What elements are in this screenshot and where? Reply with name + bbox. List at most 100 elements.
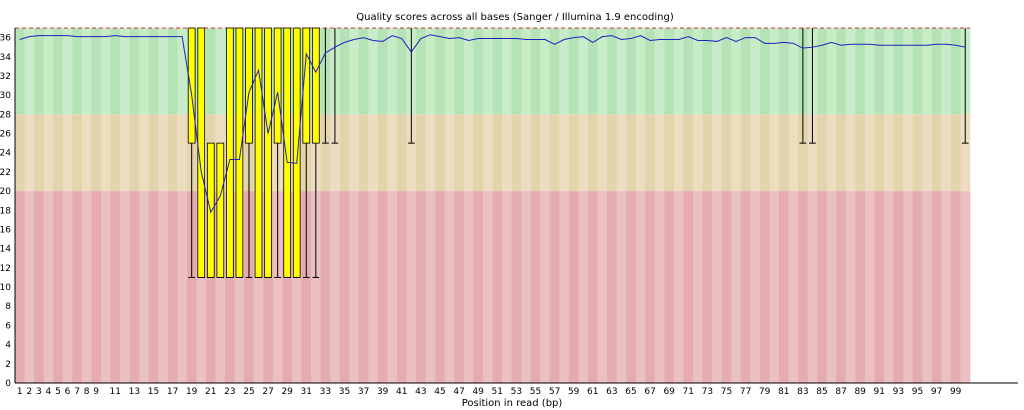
zone-poor-stripe xyxy=(807,191,818,383)
y-tick-label: 28 xyxy=(0,110,11,120)
box-pos-32 xyxy=(311,27,320,144)
x-tick-label: 29 xyxy=(281,387,293,397)
zone-good-stripe xyxy=(81,28,92,115)
x-tick-label: 63 xyxy=(606,387,617,397)
x-tick-label: 59 xyxy=(568,387,580,397)
zone-reasonable-stripe xyxy=(950,114,961,192)
zone-good-stripe xyxy=(416,28,427,115)
zone-reasonable-stripe xyxy=(100,114,111,192)
zone-poor-stripe xyxy=(931,191,942,383)
x-tick-label: 9 xyxy=(93,387,99,397)
y-tick-label: 12 xyxy=(0,264,11,274)
zone-poor-stripe xyxy=(120,191,130,383)
zone-poor-stripe xyxy=(912,191,923,383)
zone-poor-stripe xyxy=(492,191,503,383)
zone-reasonable-stripe xyxy=(893,114,904,192)
mean-layer xyxy=(19,34,966,214)
zone-good-stripe xyxy=(425,28,436,115)
zone-good-stripe xyxy=(693,28,703,115)
zone-poor-stripe xyxy=(368,191,379,383)
x-tick-label: 93 xyxy=(893,387,904,397)
zone-reasonable-stripe xyxy=(731,114,742,192)
zone-reasonable-stripe xyxy=(817,114,828,192)
zone-poor-stripe xyxy=(206,191,216,383)
zone-poor-stripe xyxy=(482,191,493,383)
zone-poor-stripe xyxy=(425,191,436,383)
zone-poor-stripe xyxy=(664,191,675,383)
zone-reasonable-stripe xyxy=(158,114,169,192)
zone-reasonable-stripe xyxy=(530,114,541,192)
zone-poor-stripe xyxy=(301,191,312,383)
zone-reasonable-stripe xyxy=(139,114,150,192)
x-tick-label: 55 xyxy=(530,387,541,397)
x-tick-label: 25 xyxy=(243,387,254,397)
zone-reasonable-stripe xyxy=(635,114,646,192)
zone-good-stripe xyxy=(62,28,73,115)
zone-good-stripe xyxy=(167,28,178,115)
zone-good-stripe xyxy=(721,28,732,115)
zone-reasonable-stripe xyxy=(435,114,446,192)
box-pos-19 xyxy=(187,27,196,144)
zone-good-stripe xyxy=(521,28,532,115)
zone-reasonable-stripe xyxy=(779,114,789,192)
x-tick-label: 75 xyxy=(721,387,732,397)
zone-good-stripe xyxy=(148,28,159,115)
zone-reasonable-stripe xyxy=(511,114,522,192)
zone-poor-stripe xyxy=(798,191,809,383)
zone-reasonable-stripe xyxy=(588,114,598,192)
zone-poor-stripe xyxy=(349,191,360,383)
zone-reasonable-stripe xyxy=(482,114,493,192)
zone-poor-stripe xyxy=(43,191,54,383)
box-pos-24 xyxy=(235,27,244,278)
zone-poor-stripe xyxy=(693,191,703,383)
x-tick-label: 99 xyxy=(950,387,962,397)
zone-reasonable-stripe xyxy=(406,114,417,192)
x-tick-label: 65 xyxy=(625,387,636,397)
zone-reasonable-stripe xyxy=(712,114,723,192)
zone-poor-stripe xyxy=(473,191,484,383)
x-tick-label: 45 xyxy=(434,387,445,397)
mean-line xyxy=(19,34,966,214)
zone-good-stripe xyxy=(530,28,541,115)
zone-poor-stripe xyxy=(100,191,111,383)
zone-reasonable-stripe xyxy=(454,114,465,192)
zone-poor-stripe xyxy=(311,191,321,383)
x-tick-label: 4 xyxy=(46,387,52,397)
zone-reasonable-stripe xyxy=(960,114,971,192)
zone-good-stripe xyxy=(903,28,914,115)
box-pos-22 xyxy=(216,142,225,278)
x-tick-label: 81 xyxy=(778,387,789,397)
zone-poor-stripe xyxy=(702,191,713,383)
x-tick-label: 8 xyxy=(84,387,90,397)
zone-reasonable-stripe xyxy=(167,114,178,192)
zone-poor-stripe xyxy=(960,191,971,383)
zone-good-stripe xyxy=(34,28,45,115)
zone-reasonable-stripe xyxy=(912,114,923,192)
zone-poor-stripe xyxy=(244,191,255,383)
zone-reasonable-stripe xyxy=(759,114,770,192)
zone-good-stripe xyxy=(683,28,694,115)
zone-good-stripe xyxy=(931,28,942,115)
zone-good-stripe xyxy=(664,28,675,115)
zone-poor-stripe xyxy=(874,191,885,383)
zone-poor-stripe xyxy=(568,191,579,383)
zone-reasonable-stripe xyxy=(855,114,866,192)
y-tick-label: 18 xyxy=(0,206,11,216)
zone-reasonable-stripe xyxy=(645,114,656,192)
zone-good-stripe xyxy=(482,28,493,115)
zone-poor-stripe xyxy=(196,191,207,383)
zone-good-stripe xyxy=(43,28,54,115)
x-tick-label: 11 xyxy=(110,387,121,397)
zone-poor-stripe xyxy=(225,191,236,383)
x-tick-label: 51 xyxy=(492,387,503,397)
x-tick-label: 1 xyxy=(17,387,23,397)
zone-poor-stripe xyxy=(502,191,512,383)
zone-poor-stripe xyxy=(721,191,732,383)
zone-reasonable-stripe xyxy=(903,114,914,192)
zone-reasonable-stripe xyxy=(874,114,885,192)
zone-poor-stripe xyxy=(559,191,570,383)
box-pos-28 xyxy=(273,27,282,144)
x-tick-label: 79 xyxy=(759,387,771,397)
zone-good-stripe xyxy=(826,28,837,115)
zone-poor-stripe xyxy=(397,191,407,383)
